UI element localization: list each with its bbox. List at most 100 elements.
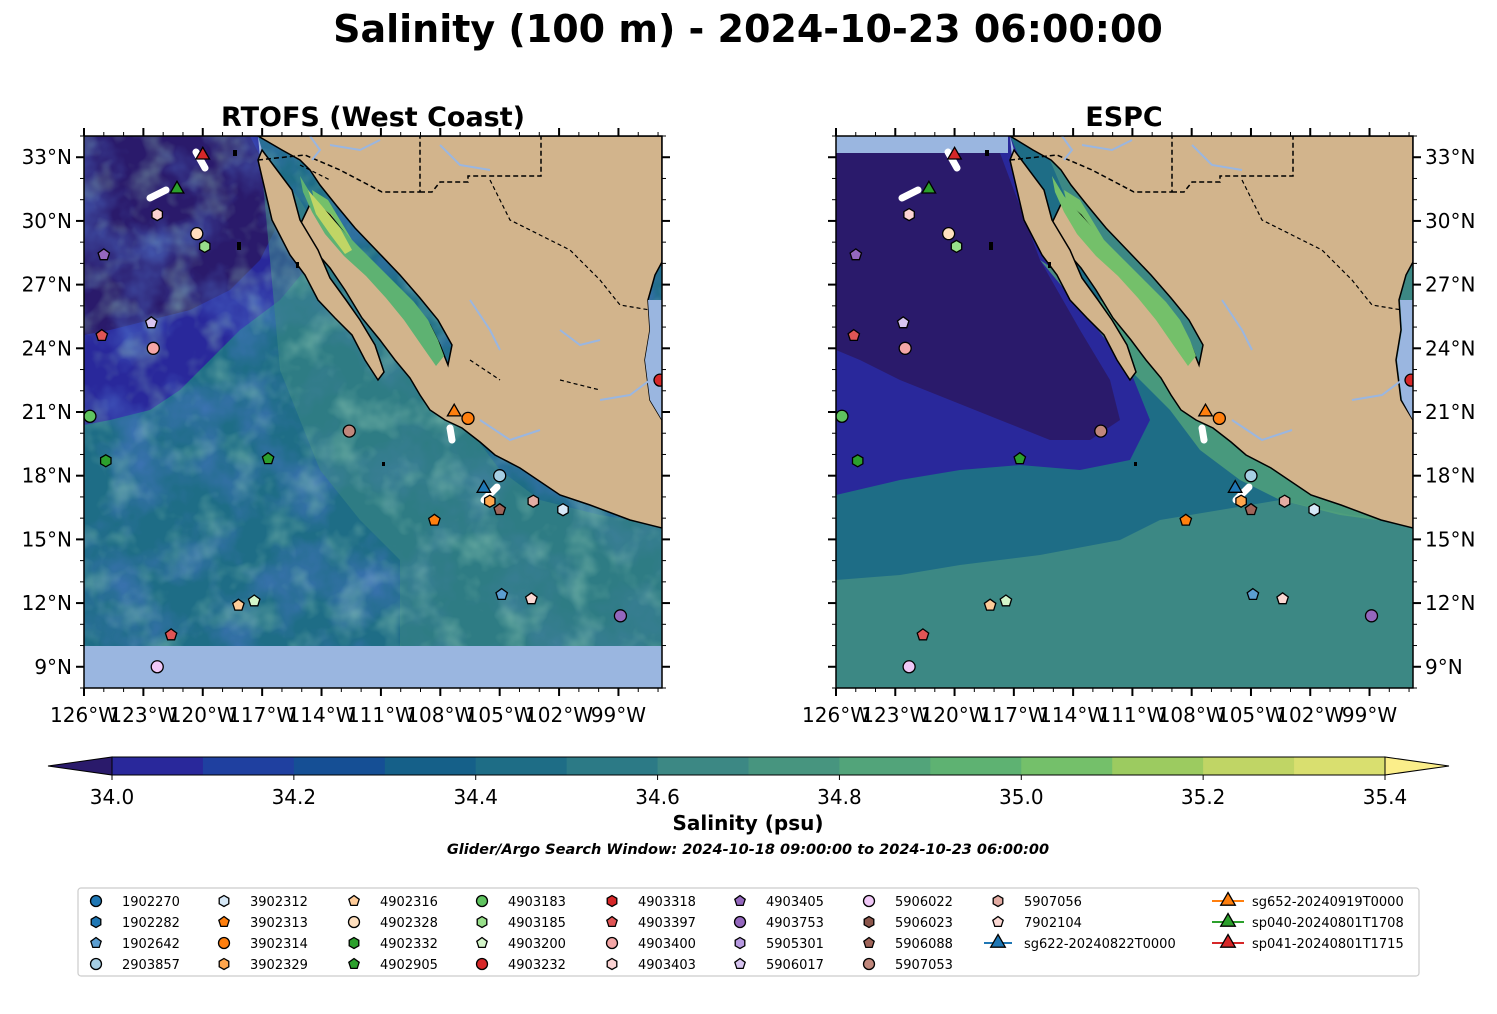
legend-marker-5906088 xyxy=(863,936,875,949)
legend-label: 4903232 xyxy=(508,958,566,973)
platform-marker-1902642 xyxy=(1246,587,1260,601)
map-espc[interactable] xyxy=(836,136,1417,688)
rivers xyxy=(1061,136,1403,442)
legend-label: 5906088 xyxy=(895,937,953,952)
platform-marker-3902314 xyxy=(1212,411,1226,426)
platform-marker-2903857 xyxy=(1244,469,1258,483)
colorbar-tick-label: 34.2 xyxy=(272,785,317,809)
legend-label: 3902314 xyxy=(250,937,308,952)
colorbar-segment xyxy=(112,757,204,775)
y-tick-label: 33°N xyxy=(22,145,72,169)
platform-marker-5907056 xyxy=(1278,494,1291,508)
legend-label: 4903318 xyxy=(638,895,696,910)
colorbar-tick-label: 34.4 xyxy=(453,785,498,809)
platform-marker-3902313 xyxy=(1179,513,1193,526)
legend-label: 5907053 xyxy=(895,958,953,973)
platform-marker-4903183 xyxy=(84,409,97,423)
colorbar-segment xyxy=(384,757,477,775)
platform-marker-4903405 xyxy=(849,248,863,261)
platform-marker-5906017 xyxy=(896,315,910,329)
mainland-shelf-shallow xyxy=(1397,300,1413,420)
x-tick-label: 120°W xyxy=(921,703,989,727)
legend-label: 4903753 xyxy=(766,916,824,931)
x-tick-label: 123°W xyxy=(861,703,929,727)
y-tick-label: 33°N xyxy=(1425,145,1475,169)
colorbar-tick-label: 34.8 xyxy=(817,785,862,809)
x-tick-label: 123°W xyxy=(109,703,177,727)
colorbar-tick-label: 34.0 xyxy=(90,785,135,809)
platform-marker-5907056 xyxy=(527,494,540,508)
legend-marker-3902329 xyxy=(218,957,230,971)
platform-marker-sp040-20240801T1708 xyxy=(169,179,185,194)
platform-marker-4903400 xyxy=(146,341,160,355)
legend-label: 5906017 xyxy=(766,958,824,973)
platform-marker-7902104 xyxy=(524,591,538,605)
legend-label: 2903857 xyxy=(122,958,180,973)
x-tick-label: 108°W xyxy=(406,703,474,727)
map-rtofs[interactable] xyxy=(84,136,666,688)
islands xyxy=(233,150,385,466)
legend-marker-5905301 xyxy=(734,936,746,950)
platform-marker-3902329 xyxy=(1235,494,1247,508)
y-tick-label: 15°N xyxy=(22,527,72,551)
legend-label: 4903185 xyxy=(508,916,566,931)
platform-marker-5906022 xyxy=(150,660,164,674)
platform-marker-3902312 xyxy=(1308,502,1321,517)
legend: 1902270 1902282 1902642 2903857 3902312 39023… xyxy=(77,887,1420,977)
platform-marker-7902104 xyxy=(1276,591,1290,605)
y-tick-label: 12°N xyxy=(22,591,72,615)
glider-track xyxy=(146,148,501,504)
legend-label: 1902642 xyxy=(122,937,180,952)
legend-marker-2903857 xyxy=(89,957,103,971)
platform-marker-2903857 xyxy=(493,469,507,483)
no-data-strip xyxy=(836,136,1008,153)
platform-marker-5906017 xyxy=(144,315,158,329)
legend-label: sp040-20240801T1708 xyxy=(1252,916,1404,931)
colorbar-segment xyxy=(748,757,840,775)
colorbar-segment xyxy=(1112,757,1204,775)
land-mexico xyxy=(1008,136,1413,529)
y-tick-label: 30°N xyxy=(22,209,72,233)
platform-markers-espc xyxy=(836,145,1413,674)
legend-marker-4903200 xyxy=(476,936,488,949)
legend-marker-4902328 xyxy=(347,915,361,929)
legend-marker-sp040-20240801T1708 xyxy=(1219,912,1237,927)
legend-label: 1902270 xyxy=(122,895,180,910)
platform-marker-4903405 xyxy=(97,248,111,261)
low-salinity-core xyxy=(836,153,1120,440)
y-tick-label: 21°N xyxy=(1425,400,1475,424)
platform-marker-3902329 xyxy=(483,494,496,508)
platform-marker-4903232 xyxy=(1404,373,1413,387)
platform-marker-3902313 xyxy=(427,513,441,526)
platform-marker-4903232 xyxy=(653,373,662,387)
legend-label: 4902332 xyxy=(380,937,438,952)
legend-marker-4902316 xyxy=(348,894,360,907)
legend-label: sp041-20240801T1715 xyxy=(1252,937,1404,952)
y-tick-label: 18°N xyxy=(1425,464,1475,488)
platform-marker-4903200 xyxy=(247,594,261,607)
colorbar-segment xyxy=(1021,757,1113,775)
platform-marker-4903397 xyxy=(95,328,109,342)
us-mexico-border xyxy=(257,136,542,193)
colorbar-segment xyxy=(657,757,749,775)
panel-rtofs: RTOFS (West Coast) xyxy=(22,102,670,727)
platform-marker-4903400 xyxy=(898,341,912,355)
colorbar-label: Salinity (psu) xyxy=(672,811,823,835)
legend-marker-5906022 xyxy=(862,894,876,908)
x-tick-label: 102°W xyxy=(525,703,593,727)
legend-marker-4902905 xyxy=(348,957,360,970)
legend-marker-sg652-20240919T0000 xyxy=(1219,891,1237,906)
legend-marker-4903232 xyxy=(475,957,489,971)
legend-marker-4903405 xyxy=(734,894,746,907)
legend-label: 3902312 xyxy=(250,895,308,910)
platform-marker-4902332 xyxy=(851,454,864,468)
mainland-shelf-shallow xyxy=(645,300,662,420)
platform-marker-4902328 xyxy=(190,227,204,241)
colorbar-segment xyxy=(566,757,659,775)
colorbar-segment xyxy=(1294,757,1386,775)
platform-marker-3902314 xyxy=(461,411,475,426)
x-tick-label: 99°W xyxy=(591,703,646,727)
platform-marker-sg622-20240822T0000 xyxy=(1227,479,1244,493)
legend-frame xyxy=(77,887,1420,977)
